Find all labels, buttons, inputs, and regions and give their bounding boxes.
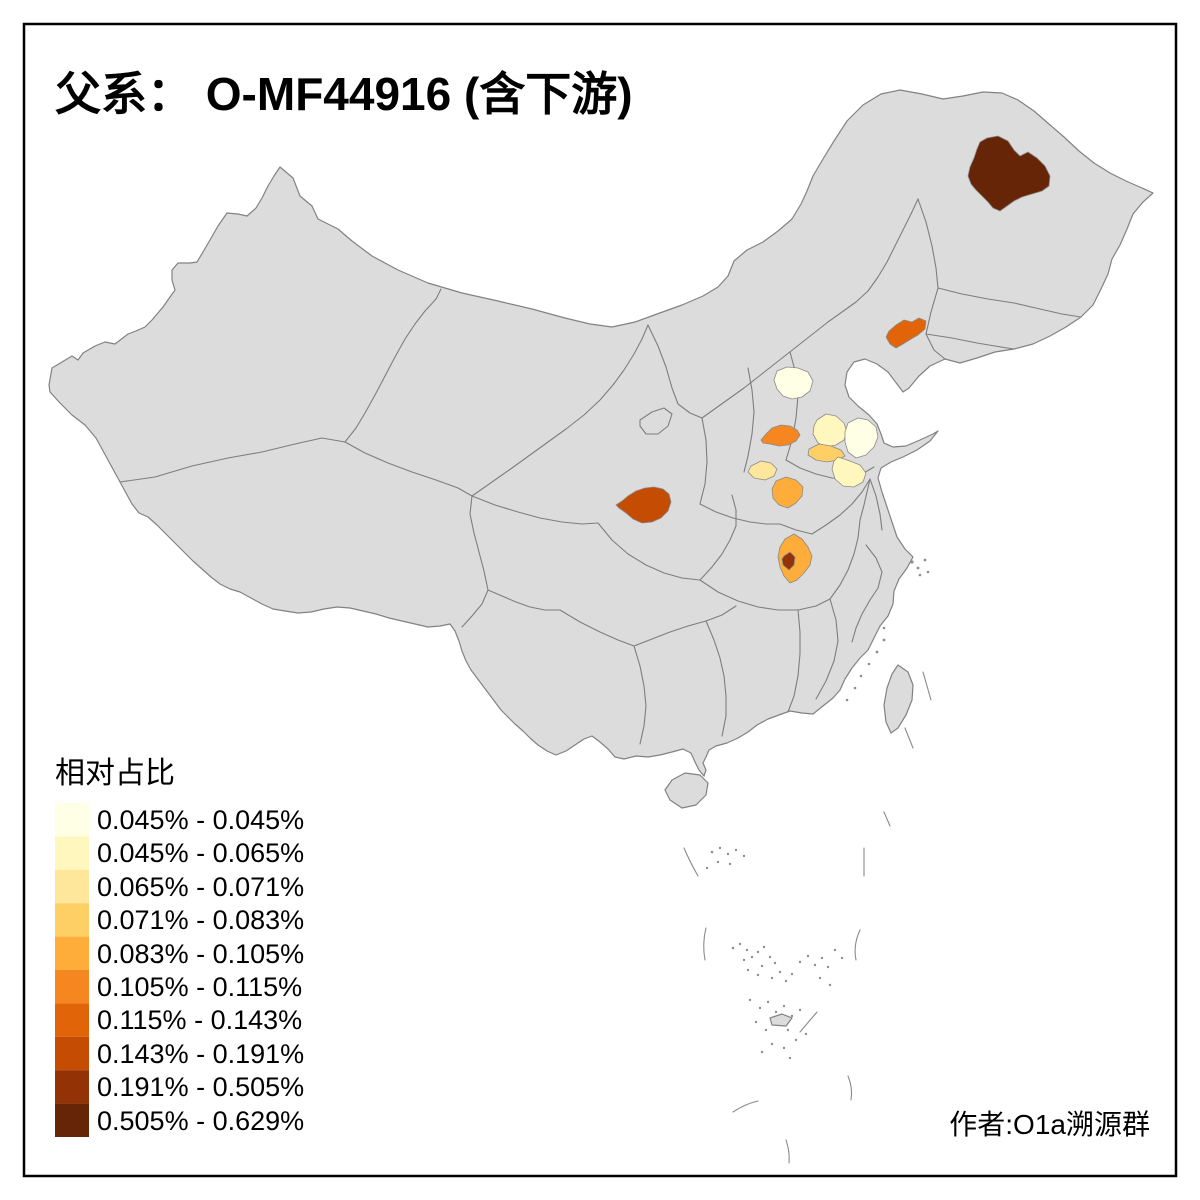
sea-islets	[705, 558, 930, 1060]
legend-swatch-9	[55, 1103, 89, 1137]
macclesfield-islet	[769, 1013, 793, 1027]
legend: 相对占比 0.045% - 0.045% 0.045% - 0.065% 0.0…	[55, 757, 304, 1137]
taiwan-island	[883, 664, 914, 734]
legend-swatch-6	[55, 1003, 89, 1037]
province-borders	[119, 198, 1082, 745]
region-liaoning-west	[885, 317, 927, 349]
legend-label-5: 0.105% - 0.115%	[97, 972, 302, 1002]
author-credit: 作者:O1a溯源群	[949, 1109, 1150, 1140]
legend-swatch-1	[55, 836, 89, 870]
region-shandong-north	[844, 417, 879, 459]
sea-dash-lines	[683, 671, 932, 1164]
legend-swatch-3	[55, 903, 89, 937]
region-shaanxi-south	[615, 486, 672, 524]
hainan-island	[664, 772, 709, 809]
region-hubei-enclave	[781, 551, 796, 571]
region-shanxi-southwest	[747, 460, 778, 481]
legend-swatch-7	[55, 1036, 89, 1071]
legend-label-2: 0.065% - 0.071%	[97, 872, 304, 902]
legend-label-8: 0.191% - 0.505%	[97, 1072, 304, 1102]
legend-label-1: 0.045% - 0.065%	[97, 838, 304, 868]
region-beijing	[773, 366, 814, 400]
china-map	[48, 89, 1154, 1164]
legend-label-4: 0.083% - 0.105%	[97, 939, 304, 969]
china-mainland-outline	[48, 89, 1154, 777]
legend-swatch-4	[55, 936, 89, 970]
legend-label-3: 0.071% - 0.083%	[97, 905, 304, 935]
region-hebei-southwest	[760, 424, 801, 447]
legend-swatch-0	[55, 803, 89, 837]
legend-label-7: 0.143% - 0.191%	[97, 1039, 304, 1069]
legend-swatch-2	[55, 869, 89, 904]
legend-label-6: 0.115% - 0.143%	[97, 1005, 302, 1035]
legend-label-0: 0.045% - 0.045%	[97, 805, 304, 835]
legend-swatch-5	[55, 970, 89, 1004]
figure-frame	[22, 22, 1178, 1178]
region-henan-north	[771, 476, 804, 509]
highlighted-regions	[615, 135, 1051, 584]
legend-title: 相对占比	[55, 757, 175, 790]
region-shandong-west	[831, 456, 867, 488]
page-title: 父系： O-MF44916 (含下游)	[55, 68, 633, 120]
legend-swatch-8	[55, 1070, 89, 1104]
legend-label-9: 0.505% - 0.629%	[97, 1106, 304, 1136]
region-heilongjiang-heihe	[967, 135, 1051, 212]
region-hebei-central	[812, 413, 848, 448]
